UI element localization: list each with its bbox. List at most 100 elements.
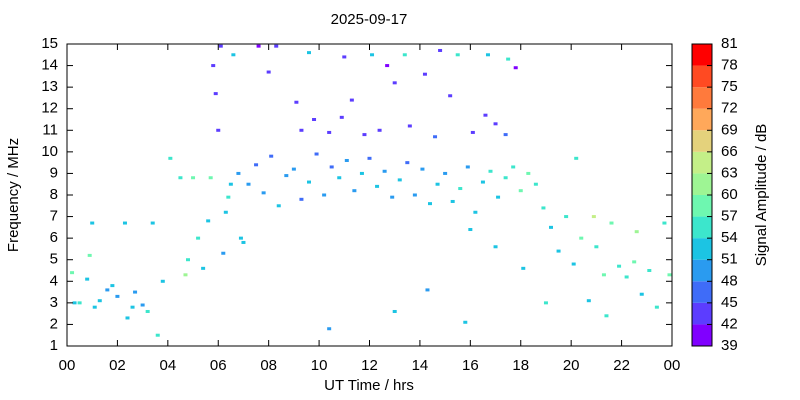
data-point bbox=[213, 92, 218, 96]
data-point bbox=[483, 113, 488, 117]
data-point bbox=[390, 195, 395, 199]
data-point bbox=[503, 133, 508, 137]
data-point bbox=[412, 193, 417, 197]
colorbar-tick-label: 78 bbox=[721, 57, 738, 74]
data-point bbox=[362, 133, 367, 137]
colorbar-label: Signal Amplitude / dB bbox=[753, 124, 770, 267]
data-point bbox=[155, 333, 160, 337]
data-point bbox=[284, 174, 289, 178]
data-point bbox=[208, 176, 213, 180]
data-point bbox=[191, 176, 196, 180]
colorbar-tick-label: 60 bbox=[721, 186, 738, 203]
data-point bbox=[133, 290, 138, 294]
colorbar-tick-label: 63 bbox=[721, 164, 738, 181]
data-point bbox=[518, 189, 523, 193]
data-point bbox=[513, 66, 518, 70]
data-point bbox=[392, 81, 397, 85]
data-point bbox=[307, 180, 311, 184]
data-point bbox=[377, 128, 382, 132]
data-point bbox=[77, 301, 82, 305]
data-point bbox=[667, 273, 672, 277]
colorbar-band bbox=[692, 151, 712, 174]
data-point bbox=[322, 193, 327, 197]
data-point bbox=[458, 187, 463, 191]
colorbar-tick-label: 42 bbox=[721, 315, 738, 332]
data-point bbox=[601, 273, 606, 277]
data-point bbox=[226, 195, 231, 199]
plot-marks bbox=[70, 44, 672, 337]
data-point bbox=[269, 154, 274, 158]
data-point bbox=[448, 94, 453, 98]
data-point bbox=[370, 53, 375, 57]
data-point bbox=[385, 64, 390, 68]
data-point bbox=[238, 236, 243, 240]
data-point bbox=[574, 156, 579, 160]
data-point bbox=[314, 152, 319, 156]
data-point bbox=[122, 221, 127, 225]
data-point bbox=[647, 269, 652, 272]
data-point bbox=[639, 292, 644, 296]
data-point bbox=[216, 128, 221, 132]
colorbar-band bbox=[692, 238, 712, 260]
data-point bbox=[97, 299, 102, 303]
data-point bbox=[291, 167, 296, 171]
data-point bbox=[342, 55, 347, 59]
data-point bbox=[407, 124, 412, 128]
data-point bbox=[428, 202, 432, 206]
y-tick-label: 6 bbox=[50, 229, 58, 246]
data-point bbox=[140, 303, 145, 307]
data-point bbox=[571, 262, 576, 266]
data-point bbox=[433, 135, 438, 139]
x-tick-label: 18 bbox=[512, 357, 529, 374]
data-point bbox=[496, 195, 501, 199]
data-point bbox=[344, 158, 349, 162]
colorbar-tick-label: 81 bbox=[721, 35, 738, 52]
data-point bbox=[186, 258, 190, 262]
y-tick-label: 13 bbox=[41, 78, 58, 95]
x-tick-label: 00 bbox=[664, 357, 681, 374]
data-point bbox=[183, 273, 188, 277]
data-point bbox=[533, 182, 538, 186]
colorbar-band bbox=[692, 302, 712, 325]
data-point bbox=[246, 182, 251, 186]
data-point bbox=[160, 279, 165, 283]
x-tick-label: 04 bbox=[159, 357, 176, 374]
data-point bbox=[397, 178, 402, 182]
colorbar-tick-label: 48 bbox=[721, 272, 738, 289]
data-point bbox=[256, 44, 261, 48]
data-point bbox=[276, 204, 281, 208]
data-point bbox=[110, 284, 115, 288]
y-tick-label: 1 bbox=[50, 337, 58, 354]
data-point bbox=[526, 171, 531, 175]
data-point bbox=[349, 98, 354, 102]
y-tick-label: 15 bbox=[41, 35, 58, 52]
y-tick-label: 14 bbox=[41, 57, 58, 74]
data-point bbox=[299, 197, 304, 201]
x-tick-label: 20 bbox=[563, 357, 580, 374]
colorbar-band bbox=[692, 44, 712, 66]
colorbar-band bbox=[692, 281, 712, 303]
x-tick-label: 00 bbox=[59, 357, 76, 374]
data-point bbox=[591, 215, 596, 219]
data-point bbox=[352, 189, 357, 193]
x-tick-label: 14 bbox=[412, 357, 429, 374]
data-point bbox=[115, 294, 120, 298]
data-point bbox=[465, 165, 470, 169]
x-tick-label: 12 bbox=[361, 357, 378, 374]
y-tick-label: 9 bbox=[50, 164, 58, 181]
colorbar-tick-label: 66 bbox=[721, 143, 738, 160]
data-point bbox=[617, 264, 622, 268]
y-tick-label: 8 bbox=[50, 186, 58, 203]
colorbar-tick-label: 72 bbox=[721, 100, 738, 117]
data-point bbox=[463, 320, 468, 324]
y-tick-label: 7 bbox=[50, 208, 58, 225]
chart-title: 2025-09-17 bbox=[331, 11, 408, 28]
x-tick-label: 06 bbox=[210, 357, 227, 374]
data-point bbox=[624, 275, 629, 279]
data-point bbox=[480, 180, 485, 184]
data-point bbox=[435, 182, 440, 186]
colorbar-tick-label: 39 bbox=[721, 337, 738, 354]
data-point bbox=[634, 230, 639, 234]
data-point bbox=[654, 305, 659, 309]
